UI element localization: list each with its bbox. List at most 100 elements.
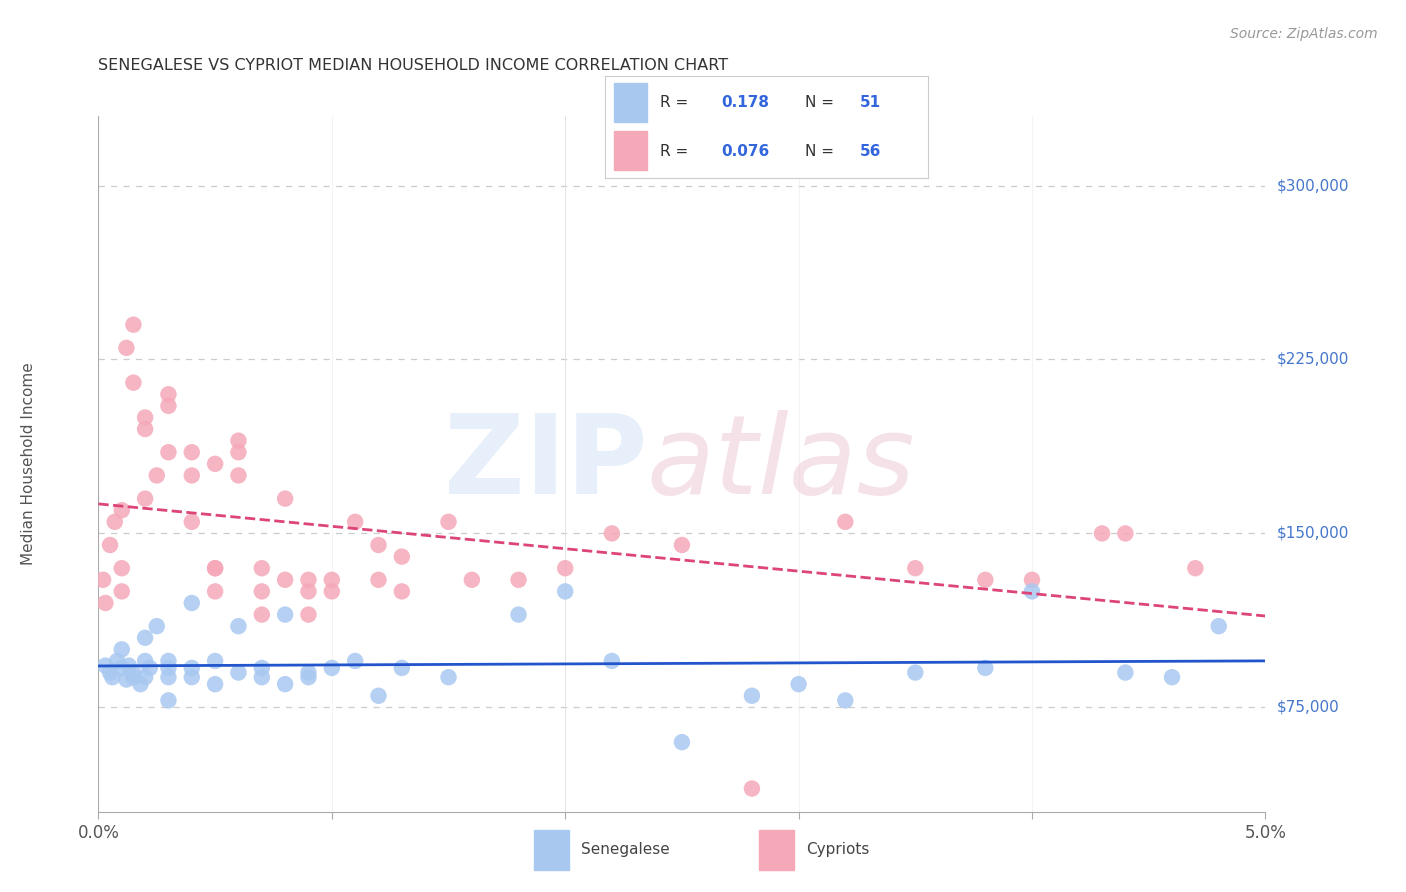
Point [1091,526,1114,541]
Text: R =: R = [659,95,688,110]
Point [122,376,145,390]
Text: $225,000: $225,000 [1277,352,1350,367]
Point [94,596,117,610]
Point [250,670,273,684]
Point [139,661,162,675]
Point [180,596,202,610]
Point [600,526,623,541]
Point [91,573,114,587]
Point [204,654,226,668]
Point [204,677,226,691]
Point [228,445,250,459]
Point [1208,619,1230,633]
Point [741,689,763,703]
Point [321,573,343,587]
Text: 0.178: 0.178 [721,95,769,110]
Point [1184,561,1206,575]
Point [297,670,319,684]
Point [111,584,134,599]
Point [344,654,367,668]
Point [461,573,484,587]
Text: N =: N = [806,145,834,160]
Point [180,468,202,483]
Point [122,665,145,680]
Point [104,515,127,529]
Point [741,781,763,796]
Point [157,661,180,675]
Point [321,661,343,675]
Point [157,670,180,684]
Point [1114,665,1136,680]
Point [134,670,156,684]
Bar [614,131,647,170]
Point [974,661,997,675]
Text: 0.076: 0.076 [721,145,769,160]
Point [134,422,156,436]
Point [671,538,693,552]
Point [367,573,389,587]
Point [134,654,156,668]
Point [228,434,250,448]
Point [157,654,180,668]
Text: 56: 56 [860,145,882,160]
Point [204,561,226,575]
Point [122,670,145,684]
Point [274,677,297,691]
Point [904,561,927,575]
Point [508,573,530,587]
Point [105,654,128,668]
Point [321,584,343,599]
Text: $150,000: $150,000 [1277,526,1350,541]
Point [228,619,250,633]
Point [228,468,250,483]
Text: Median Household Income: Median Household Income [21,362,37,566]
Point [508,607,530,622]
Text: R =: R = [659,145,688,160]
Point [297,573,319,587]
Point [115,341,138,355]
Point [134,410,156,425]
Text: atlas: atlas [647,410,915,517]
Point [204,561,226,575]
Point [274,607,297,622]
Point [834,693,856,707]
Point [180,445,202,459]
Point [787,677,810,691]
Point [157,693,180,707]
Point [1021,584,1043,599]
Point [228,665,250,680]
Text: Source: ZipAtlas.com: Source: ZipAtlas.com [1230,27,1378,41]
Point [157,445,180,459]
Point [554,561,576,575]
Text: N =: N = [806,95,834,110]
Point [94,658,117,673]
Text: SENEGALESE VS CYPRIOT MEDIAN HOUSEHOLD INCOME CORRELATION CHART: SENEGALESE VS CYPRIOT MEDIAN HOUSEHOLD I… [98,58,728,73]
Point [600,654,623,668]
Point [146,619,169,633]
Bar [614,83,647,122]
Point [671,735,693,749]
Point [274,573,297,587]
Point [180,670,202,684]
Point [111,661,134,675]
Point [391,549,413,564]
Point [974,573,997,587]
Point [134,491,156,506]
Point [204,457,226,471]
Point [118,658,141,673]
Point [367,689,389,703]
Point [297,584,319,599]
Text: $75,000: $75,000 [1277,700,1340,714]
Point [157,399,180,413]
Point [111,642,134,657]
Point [111,503,134,517]
Point [111,561,134,575]
Point [274,491,297,506]
Point [98,665,121,680]
Point [1114,526,1136,541]
Point [297,607,319,622]
Point [250,661,273,675]
Point [554,584,576,599]
Point [904,665,927,680]
Text: $300,000: $300,000 [1277,178,1350,193]
